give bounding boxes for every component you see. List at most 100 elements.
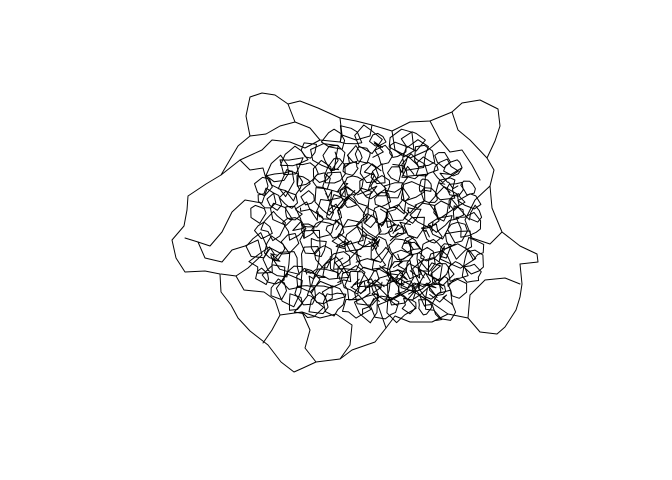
district-boundary — [461, 263, 482, 283]
district-border-segment — [393, 269, 408, 281]
district-boundary — [377, 220, 394, 235]
district-border-segment — [337, 190, 356, 215]
district-boundary — [341, 265, 366, 295]
district-border-segment — [372, 141, 384, 158]
district-boundary — [463, 249, 484, 275]
district-boundary — [389, 141, 407, 158]
district-boundary — [344, 270, 371, 301]
district-boundary — [374, 144, 393, 166]
district-boundary — [322, 256, 350, 280]
district-boundary — [403, 216, 425, 239]
district-boundary — [359, 172, 387, 200]
district-boundary — [301, 246, 321, 274]
district-boundary — [255, 267, 269, 286]
district-boundary — [288, 293, 303, 311]
district-boundary — [343, 195, 358, 208]
district-boundary — [346, 145, 363, 165]
district-boundary — [254, 176, 273, 197]
district-boundary — [447, 261, 469, 282]
district-border-segment — [325, 189, 334, 214]
district-boundary — [356, 213, 382, 241]
district-boundary — [315, 199, 334, 220]
district-boundary — [402, 139, 429, 171]
district-boundary — [469, 204, 483, 223]
district-border-segment — [362, 297, 375, 315]
district-border-segment — [335, 240, 362, 258]
district-boundary — [342, 160, 359, 176]
district-boundary — [324, 158, 346, 184]
district-boundary — [418, 178, 432, 192]
district-boundary — [401, 153, 429, 180]
district-boundary — [443, 159, 463, 177]
district-border-segment — [377, 216, 397, 228]
dense-core-lines — [245, 124, 485, 324]
district-border-segment — [438, 182, 451, 193]
district-boundary — [418, 299, 433, 316]
district-boundary — [245, 232, 269, 259]
district-border-segment — [300, 207, 320, 221]
district-boundary — [322, 292, 347, 317]
region-northeast-2 — [429, 120, 481, 181]
district-border-segment — [424, 287, 443, 321]
outer-boundary-group — [171, 92, 539, 373]
region-northeast — [451, 111, 488, 159]
district-boundary — [301, 223, 315, 239]
district-border-segment — [356, 185, 378, 197]
district-boundary — [370, 235, 390, 263]
district-boundary — [428, 186, 460, 221]
district-boundary — [370, 175, 391, 197]
district-boundary — [447, 221, 468, 244]
region-southwest — [235, 275, 281, 344]
district-boundary — [270, 202, 293, 226]
district-boundary — [265, 170, 295, 198]
region-northwest-2 — [249, 121, 296, 137]
district-border-segment — [418, 259, 441, 285]
district-boundary — [257, 187, 277, 209]
district-boundary — [386, 204, 409, 222]
district-border-segment — [411, 281, 428, 301]
district-boundary — [400, 131, 426, 152]
district-border-segment — [292, 221, 305, 239]
district-boundary — [344, 175, 364, 196]
district-boundary — [295, 201, 325, 228]
district-boundary — [353, 293, 378, 324]
district-boundary — [387, 277, 415, 306]
district-boundary — [433, 200, 449, 222]
district-boundary — [367, 268, 391, 286]
district-boundary — [308, 292, 329, 315]
district-boundary — [300, 190, 315, 206]
district-border-segment — [304, 269, 326, 278]
large-region-lines — [184, 103, 521, 363]
district-border-segment — [394, 282, 437, 295]
district-border-segment — [376, 281, 398, 306]
district-boundary — [427, 215, 453, 240]
district-boundary — [339, 125, 363, 145]
district-border-segment — [334, 257, 352, 283]
district-boundary — [320, 128, 346, 150]
district-boundary — [294, 285, 317, 306]
region-south-2 — [301, 311, 317, 363]
district-border-segment — [355, 258, 378, 263]
district-border-segment — [336, 250, 358, 279]
district-boundary — [383, 182, 403, 199]
district-boundary — [310, 238, 327, 257]
district-border-segment — [330, 151, 340, 172]
district-boundary — [422, 223, 443, 244]
district-boundary — [357, 234, 379, 248]
district-boundary — [321, 285, 346, 302]
district-boundary — [370, 163, 386, 185]
district-boundary — [371, 246, 393, 270]
district-boundary — [401, 173, 427, 202]
district-boundary — [329, 251, 351, 275]
district-boundary — [282, 217, 307, 241]
district-border-segment — [306, 258, 331, 296]
district-border-segment — [392, 224, 403, 234]
district-boundary — [331, 233, 350, 248]
district-boundary — [248, 246, 275, 274]
district-border-segment — [393, 253, 404, 268]
district-boundary — [401, 236, 421, 253]
district-boundary — [400, 181, 426, 209]
district-border-segment — [419, 286, 438, 307]
district-boundary — [254, 221, 273, 240]
